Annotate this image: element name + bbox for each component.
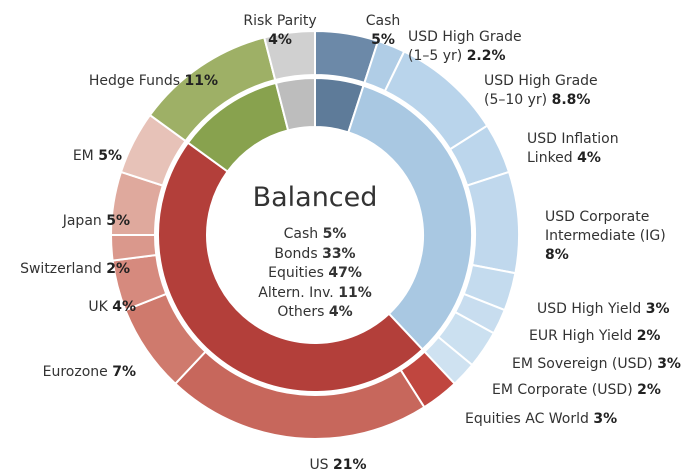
segment-name: Hedge Funds: [88, 73, 181, 89]
segment-value: 5%: [371, 32, 395, 48]
segment-name: Risk Parity: [243, 13, 317, 29]
segment-value: 4%: [112, 299, 136, 315]
segment-name: USD High Grade (1–5 yr): [408, 29, 522, 64]
center-item-value: 4%: [328, 304, 353, 320]
segment-value: 2%: [636, 328, 661, 344]
segment-label: Japan 5%: [63, 212, 130, 231]
segment: [157, 141, 424, 393]
segment-label: Switzerland 2%: [20, 260, 130, 279]
segment-name: EUR High Yield: [529, 328, 633, 344]
segment-label: Risk Parity 4%: [230, 12, 330, 50]
center-item-value: 33%: [322, 245, 356, 262]
segment-name: Switzerland: [20, 261, 102, 277]
center-item-value: 11%: [338, 284, 372, 301]
segment-value: 2.2%: [466, 48, 506, 64]
segment: [465, 170, 520, 275]
segment-value: 5%: [98, 148, 122, 164]
segment-name: US: [309, 457, 329, 473]
segment-label: UK 4%: [88, 298, 136, 317]
segment-label: Hedge Funds 11%: [89, 72, 218, 91]
segment-label: USD Inflation Linked 4%: [527, 130, 639, 168]
center-item: Cash 5%: [215, 226, 415, 242]
segment-name: Japan: [62, 213, 102, 229]
segment-value: 3%: [657, 356, 681, 372]
segment-value: 11%: [184, 73, 218, 89]
center-item-name: Altern. Inv.: [258, 284, 334, 301]
segment-value: 8%: [545, 247, 569, 263]
chart-title: Balanced: [252, 182, 378, 213]
center-item-name: Cash: [283, 226, 319, 242]
segment: [274, 76, 316, 132]
center-item-value: 5%: [322, 226, 347, 242]
segment-label: EM Corporate (USD) 2%: [492, 381, 661, 400]
center-item: Others 4%: [215, 304, 415, 320]
segment-name: USD Corporate Intermediate (IG): [545, 209, 666, 244]
center-item: Altern. Inv. 11%: [215, 285, 415, 301]
segment-name: USD Inflation Linked: [527, 131, 619, 166]
segment-value: 4%: [577, 150, 601, 166]
segment-name: Cash: [365, 13, 401, 29]
segment-label: EUR High Yield 2%: [529, 327, 660, 346]
segment-value: 7%: [112, 364, 136, 380]
segment-value: 4%: [268, 32, 292, 48]
segment-label: USD High Grade (5–10 yr) 8.8%: [484, 72, 612, 110]
center-item-name: Others: [277, 304, 325, 320]
segment-value: 3%: [593, 411, 618, 427]
segment-label: Cash 5%: [361, 12, 405, 50]
center-item: Bonds 33%: [215, 246, 415, 262]
segment-name: USD High Yield: [537, 301, 642, 317]
segment-label: USD High Yield 3%: [537, 300, 670, 319]
segment-label: USD High Grade (1–5 yr) 2.2%: [408, 28, 536, 66]
segment-label: EM 5%: [73, 147, 122, 166]
segment-value: 2%: [637, 382, 661, 398]
center-item-value: 47%: [328, 265, 362, 281]
segment-label: USD Corporate Intermediate (IG) 8%: [545, 208, 669, 265]
segment-name: EM: [72, 148, 94, 164]
segment: [347, 84, 473, 351]
segment-value: 8.8%: [551, 92, 591, 108]
segment-label: EM Sovereign (USD) 3%: [512, 355, 681, 374]
segment-name: EM Corporate (USD): [492, 382, 633, 398]
segment-name: EM Sovereign (USD): [512, 356, 653, 372]
center-item: Equities 47%: [215, 265, 415, 281]
segment-value: 21%: [333, 457, 367, 473]
segment-value: 3%: [645, 301, 670, 317]
center-item-name: Bonds: [274, 245, 318, 262]
segment-label: US 21%: [288, 456, 388, 475]
segment-name: Equities AC World: [465, 411, 589, 427]
segment: [109, 234, 158, 262]
segment-name: Eurozone: [42, 364, 108, 380]
segment: [263, 29, 316, 82]
segment-label: Eurozone 7%: [43, 363, 136, 382]
segment-value: 5%: [106, 213, 130, 229]
segment-value: 2%: [106, 261, 130, 277]
segment-name: USD High Grade (5–10 yr): [484, 73, 598, 108]
segment-name: UK: [88, 299, 108, 315]
segment-label: Equities AC World 3%: [465, 410, 617, 429]
center-item-name: Equities: [268, 265, 324, 281]
